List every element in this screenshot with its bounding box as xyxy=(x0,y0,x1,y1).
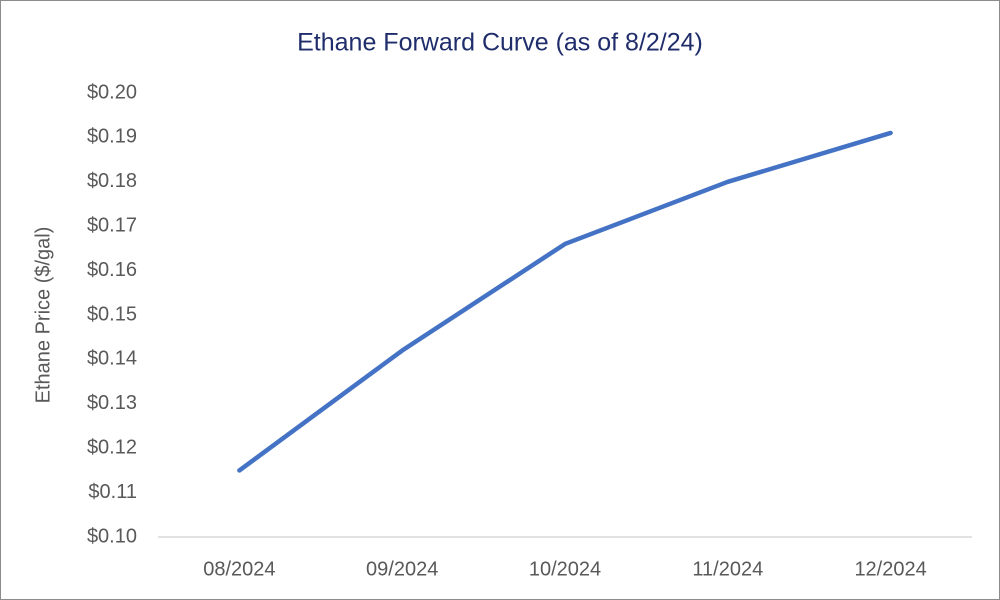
y-tick-label: $0.13 xyxy=(87,392,137,414)
y-tick-label: $0.14 xyxy=(87,348,137,370)
y-tick-label: $0.12 xyxy=(87,436,137,458)
y-tick-label: $0.17 xyxy=(87,214,137,236)
y-tick-label: $0.18 xyxy=(87,170,137,192)
y-tick-label: $0.15 xyxy=(87,303,137,325)
x-tick-label: 09/2024 xyxy=(366,558,438,580)
y-tick-label: $0.11 xyxy=(88,481,137,503)
y-axis-label: Ethane Price ($/gal) xyxy=(32,227,54,404)
x-tick-label: 10/2024 xyxy=(529,558,601,580)
x-tick-label: 11/2024 xyxy=(692,558,763,580)
data-line xyxy=(237,130,893,473)
chart-title: Ethane Forward Curve (as of 8/2/24) xyxy=(297,29,703,57)
y-tick-label: $0.10 xyxy=(87,525,137,547)
y-tick-label: $0.16 xyxy=(87,259,137,281)
x-tick-label: 08/2024 xyxy=(203,558,275,580)
y-tick-label: $0.20 xyxy=(87,81,137,103)
y-tick-label: $0.19 xyxy=(87,126,137,148)
x-tick-label: 12/2024 xyxy=(854,558,926,580)
